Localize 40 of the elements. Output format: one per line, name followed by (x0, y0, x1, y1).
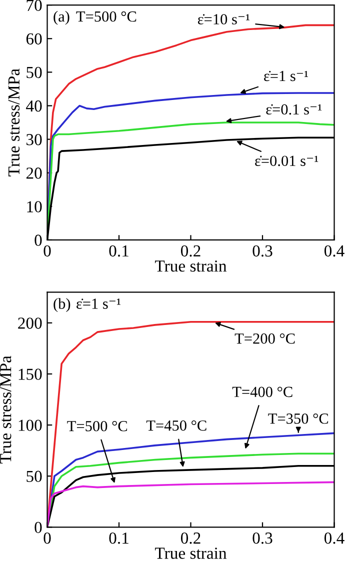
x-tick-label: 0.2 (180, 245, 200, 257)
annotation: (b) (54, 298, 70, 312)
y-tick-label: 50 (26, 470, 42, 482)
y-tick-label: 0 (34, 234, 42, 246)
x-axis-title: True strain (155, 548, 227, 559)
y-tick-label: 60 (26, 33, 42, 45)
x-tick-label: 0.2 (180, 532, 200, 544)
annotation: ε̇=0.01 s⁻¹ (255, 156, 318, 166)
y-tick-label: 30 (26, 134, 42, 146)
y-tick-label: 0 (34, 522, 42, 534)
annotation: T=400 °C (232, 386, 292, 398)
y-tick-label: 150 (18, 368, 42, 380)
y-tick-label: 50 (26, 66, 42, 78)
x-axis-title: True strain (155, 260, 227, 272)
annotation: T=200 °C (234, 333, 295, 344)
annotation: ε̇=0.1 s⁻¹ (266, 104, 322, 115)
annotation: ε̇=1 s⁻¹ (76, 298, 120, 309)
x-tick-label: 0.1 (109, 245, 128, 257)
annotation: T=350 °C (268, 413, 328, 424)
x-tick-label: 0 (44, 532, 51, 544)
x-tick-label: 0.3 (252, 532, 272, 544)
x-tick-label: 0 (44, 245, 51, 257)
y-tick-label: 200 (18, 318, 42, 329)
y-axis-title: True stress/MPa (8, 68, 20, 176)
annotation: T=500 °C (67, 420, 128, 432)
y-tick-label: 100 (18, 420, 42, 431)
annotation: (a) (54, 10, 70, 25)
annotation: T=450 °C (146, 420, 206, 431)
y-axis-title: True stress/MPa (0, 356, 12, 464)
annotation: ε̇=10 s⁻¹ (198, 14, 250, 24)
annotation: T=500 °C (76, 11, 136, 22)
x-tick-label: 0.4 (324, 532, 344, 544)
y-tick-label: 40 (26, 100, 42, 112)
x-tick-label: 0.1 (109, 532, 128, 544)
y-tick-label: 20 (26, 168, 42, 179)
annotation: ε̇=1 s⁻¹ (264, 70, 308, 82)
y-tick-label: 70 (26, 0, 42, 12)
y-tick-label: 10 (27, 201, 42, 212)
x-tick-label: 0.3 (252, 245, 272, 257)
x-tick-label: 0.4 (324, 245, 344, 257)
